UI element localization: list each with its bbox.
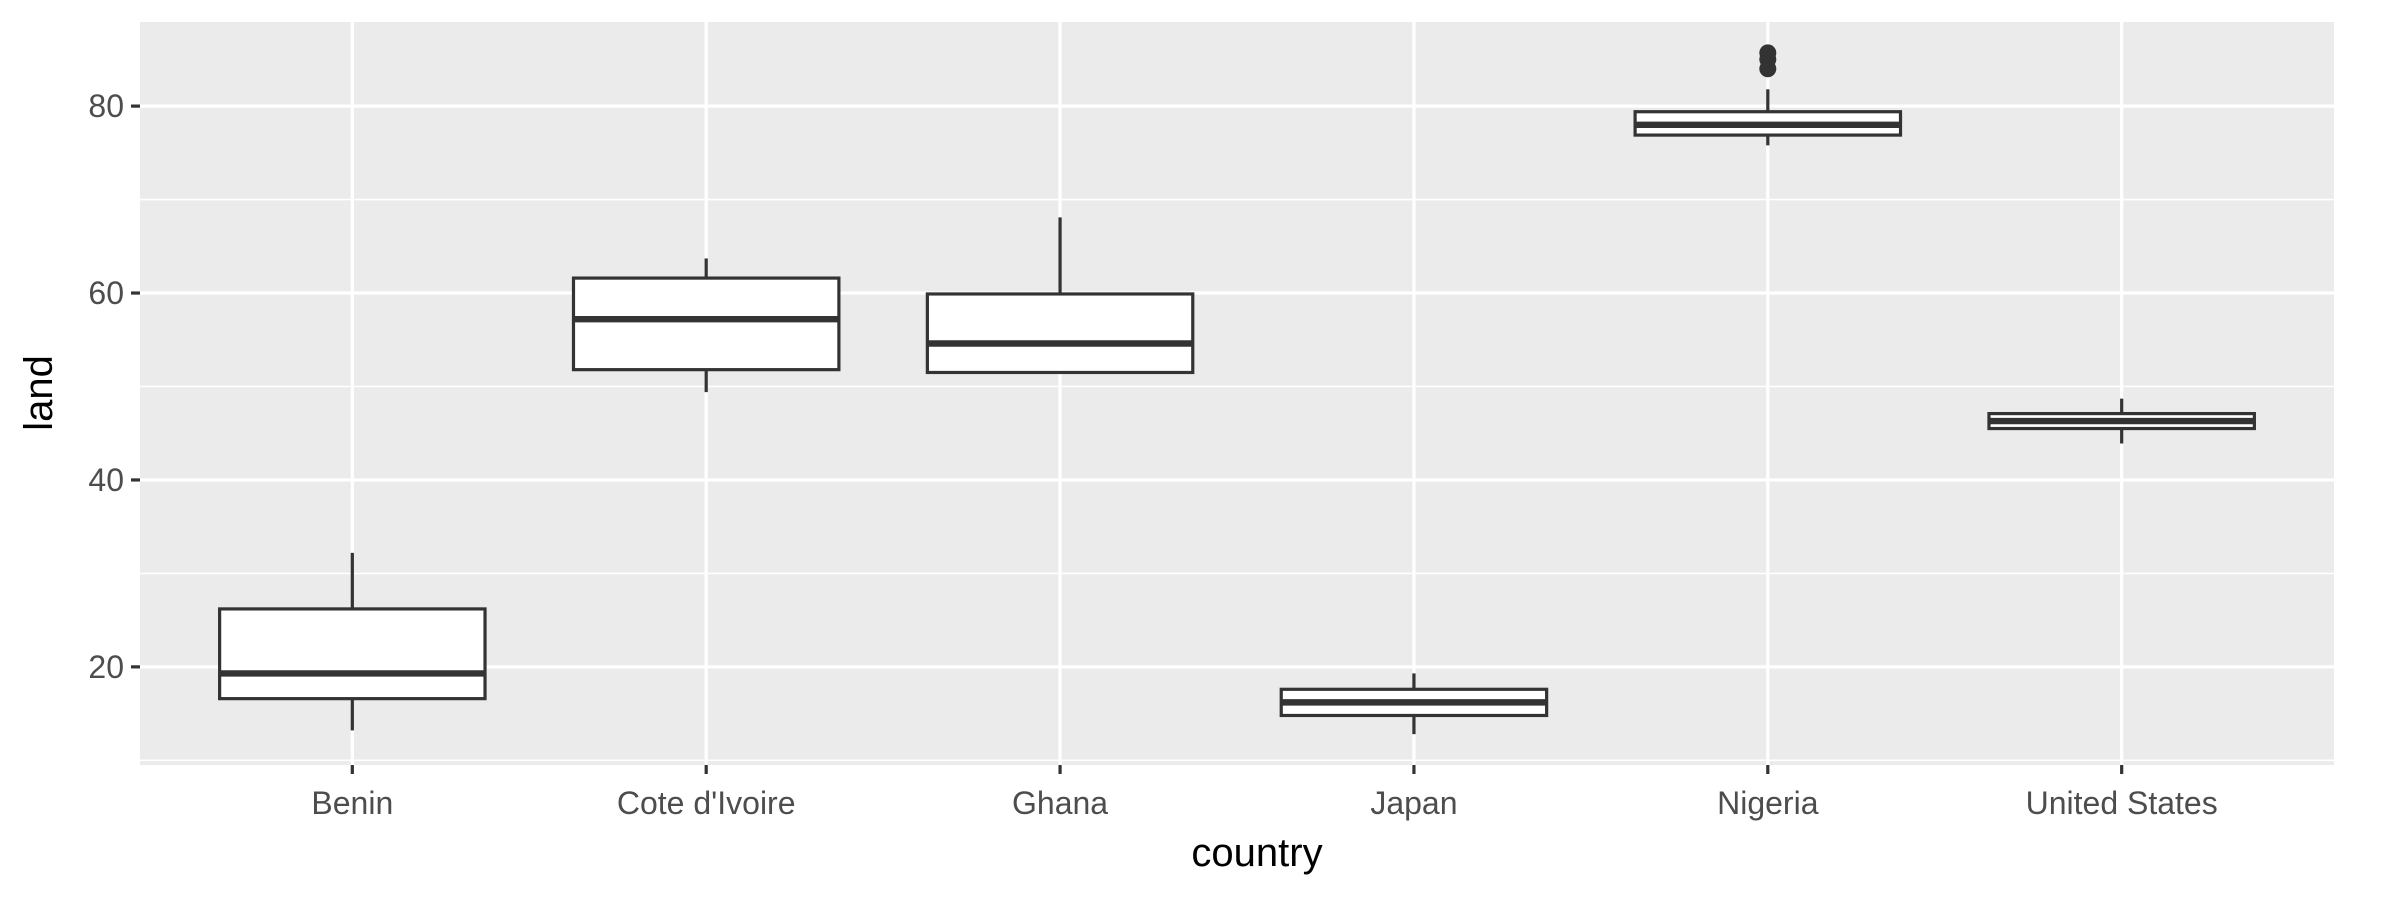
- x-tick-label: United States: [2026, 785, 2218, 821]
- grid-lines: [140, 22, 2334, 765]
- y-tick-label: 40: [88, 462, 124, 498]
- box-iqr: [218, 607, 487, 701]
- boxes: [218, 44, 2256, 735]
- x-tick-label: Nigeria: [1717, 785, 1819, 821]
- plot-panel: [140, 22, 2334, 765]
- y-tick-label: 80: [88, 88, 124, 124]
- y-axis-title: land: [17, 355, 61, 431]
- x-tick-label: Benin: [311, 785, 393, 821]
- x-tick-label: Cote d'Ivoire: [617, 785, 796, 821]
- y-tick-label: 60: [88, 275, 124, 311]
- y-tick-label: 20: [88, 649, 124, 685]
- box-iqr: [925, 292, 1195, 375]
- outlier-point: [1759, 44, 1777, 62]
- box-iqr: [571, 276, 841, 372]
- x-tick-label: Japan: [1370, 785, 1457, 821]
- x-tick-label: Ghana: [1012, 785, 1108, 821]
- axes: 20 40 60 80 Benin Cote d'Ivoire Ghana Japan Nige…: [88, 88, 2217, 821]
- x-axis-title: country: [1191, 831, 1322, 875]
